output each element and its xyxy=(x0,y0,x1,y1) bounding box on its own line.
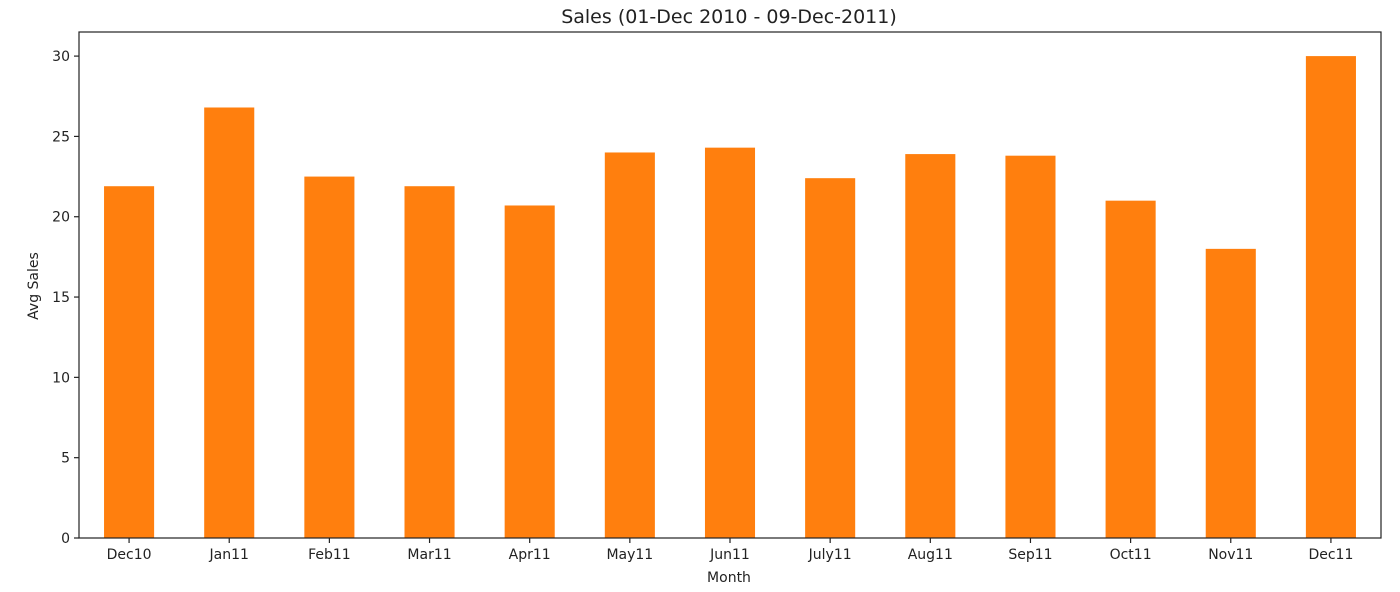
bar-dec11 xyxy=(1305,56,1356,538)
y-tick-label: 0 xyxy=(61,531,70,547)
bar-feb11 xyxy=(304,176,355,539)
x-tick-label: Jan11 xyxy=(209,547,249,563)
bar-jun11 xyxy=(704,147,756,538)
x-tick-label: Dec11 xyxy=(1308,547,1353,563)
bars-group xyxy=(104,56,1356,539)
x-tick-label: July11 xyxy=(808,547,852,563)
bar-dec10 xyxy=(104,186,155,538)
y-tick-label: 10 xyxy=(52,370,70,386)
y-axis-label: Avg Sales xyxy=(26,252,42,320)
x-tick-label: Jun11 xyxy=(709,547,750,563)
bar-apr11 xyxy=(504,205,555,538)
x-tick-label: Apr11 xyxy=(509,547,551,563)
y-tick-label: 20 xyxy=(52,210,70,226)
bar-mar11 xyxy=(404,186,455,538)
x-tick-label: Feb11 xyxy=(308,547,351,563)
bar-sep11 xyxy=(1005,155,1056,538)
x-tick-label: May11 xyxy=(606,547,653,563)
y-tick-label: 30 xyxy=(52,49,70,65)
x-tick-label: Sep11 xyxy=(1008,547,1052,563)
bar-jan11 xyxy=(204,107,255,538)
x-axis: Dec10 Jan11 Feb11 Mar11 Apr11 May11 Jun11 July1… xyxy=(107,538,1353,563)
x-tick-label: Nov11 xyxy=(1208,547,1253,563)
bar-oct11 xyxy=(1105,200,1156,538)
y-tick-label: 15 xyxy=(52,290,70,306)
bar-nov11 xyxy=(1205,248,1256,538)
x-tick-label: Oct11 xyxy=(1110,547,1152,563)
x-tick-label: Mar11 xyxy=(407,547,451,563)
y-tick-label: 5 xyxy=(61,451,70,467)
x-tick-label: Aug11 xyxy=(908,547,953,563)
bar-july11 xyxy=(805,178,856,538)
bar-aug11 xyxy=(905,154,956,539)
y-axis: 0 5 10 15 20 25 30 xyxy=(52,49,79,547)
chart-title: Sales (01-Dec 2010 - 09-Dec-2011) xyxy=(561,6,897,28)
y-tick-label: 25 xyxy=(52,129,70,145)
bar-may11 xyxy=(604,152,655,538)
x-axis-label: Month xyxy=(707,570,751,586)
x-tick-label: Dec10 xyxy=(107,547,152,563)
